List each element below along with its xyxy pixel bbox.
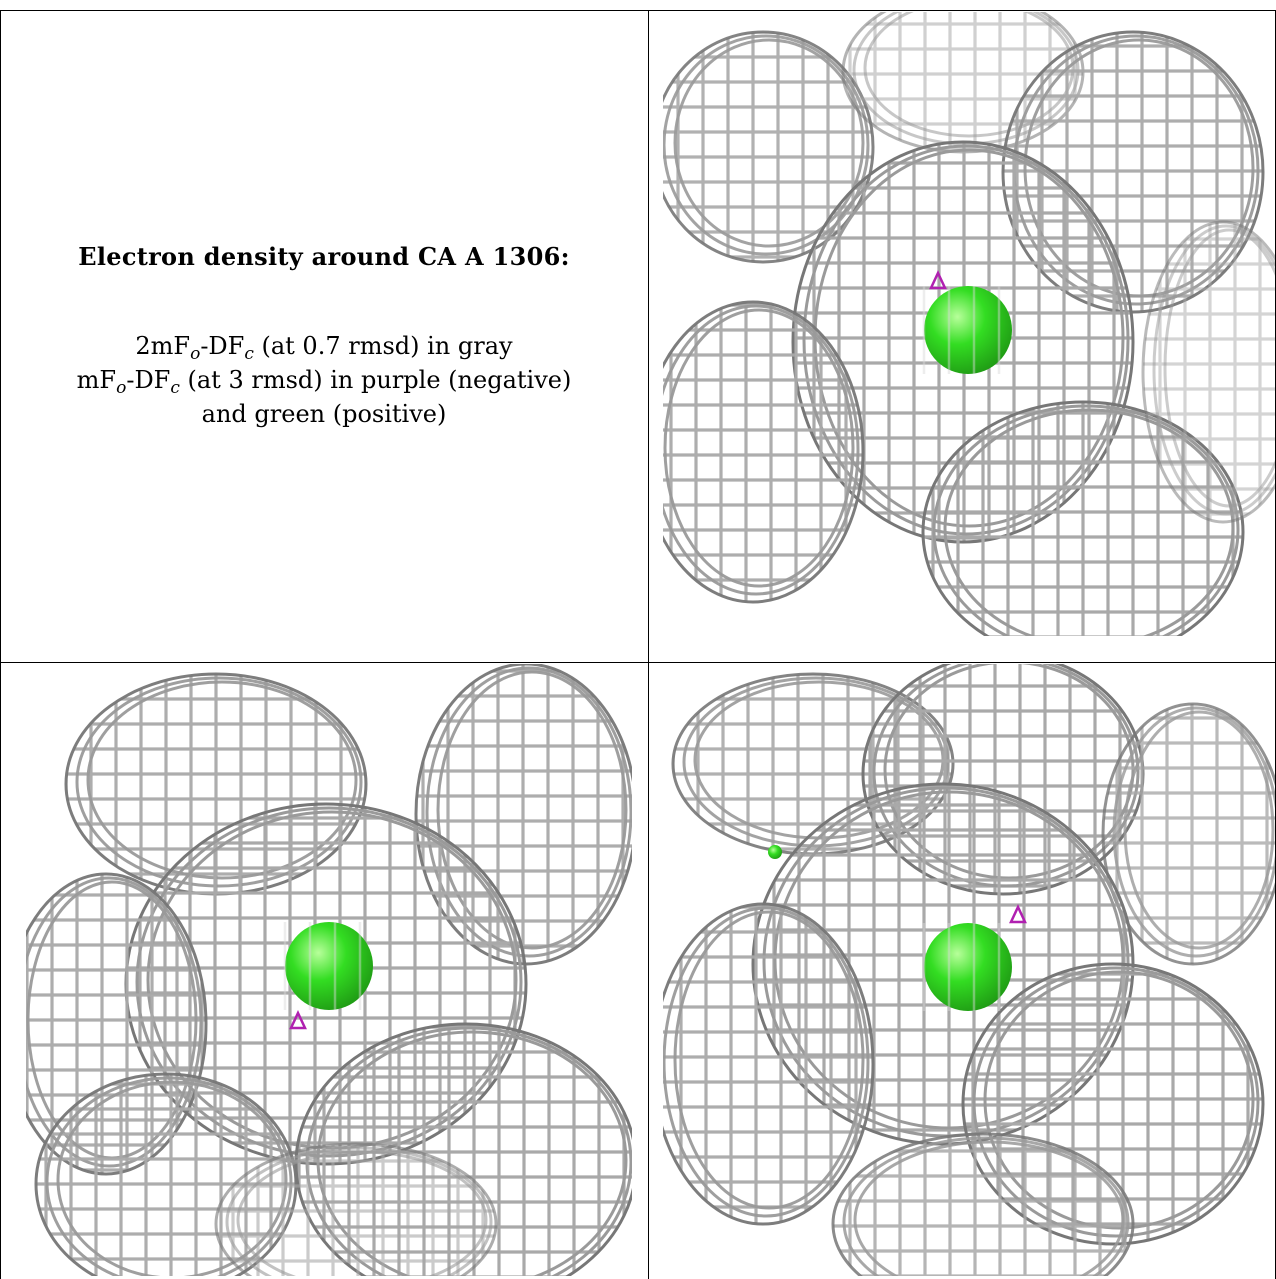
- density-mesh-svg: [663, 12, 1275, 636]
- negative-density-marker: [929, 270, 947, 290]
- positive-density-sphere: [924, 286, 1012, 374]
- density-mesh-svg: [26, 664, 632, 1276]
- table-rule-middle: [0, 662, 1276, 663]
- table-rule-center: [648, 10, 649, 1279]
- legend-title: Electron density around CA A 1306:: [78, 242, 570, 271]
- mesh-cage: [1103, 704, 1275, 964]
- mesh-cage: [833, 1134, 1133, 1276]
- density-mesh-svg: [663, 664, 1275, 1276]
- table-rule-left: [0, 10, 1, 1279]
- positive-density-sphere: [924, 923, 1012, 1011]
- density-view-top-right: [663, 12, 1275, 636]
- positive-density-sphere: [768, 845, 782, 859]
- positive-density-sphere: [285, 922, 373, 1010]
- mesh-cage: [663, 32, 873, 262]
- mesh-cage: [1143, 222, 1275, 522]
- density-view-bottom-left: [26, 664, 632, 1276]
- density-view-bottom-right: [663, 664, 1275, 1276]
- negative-density-marker: [289, 1010, 307, 1030]
- legend-panel: Electron density around CA A 1306: 2mFo-…: [1, 11, 647, 662]
- legend-line-green: and green (positive): [201, 400, 447, 428]
- table-rule-top: [0, 10, 1276, 11]
- legend-line-2mfo: 2mFo-DFc (at 0.7 rmsd) in gray: [135, 332, 513, 364]
- legend-line-mfo: mFo-DFc (at 3 rmsd) in purple (negative): [76, 366, 572, 398]
- negative-density-marker: [1009, 904, 1027, 924]
